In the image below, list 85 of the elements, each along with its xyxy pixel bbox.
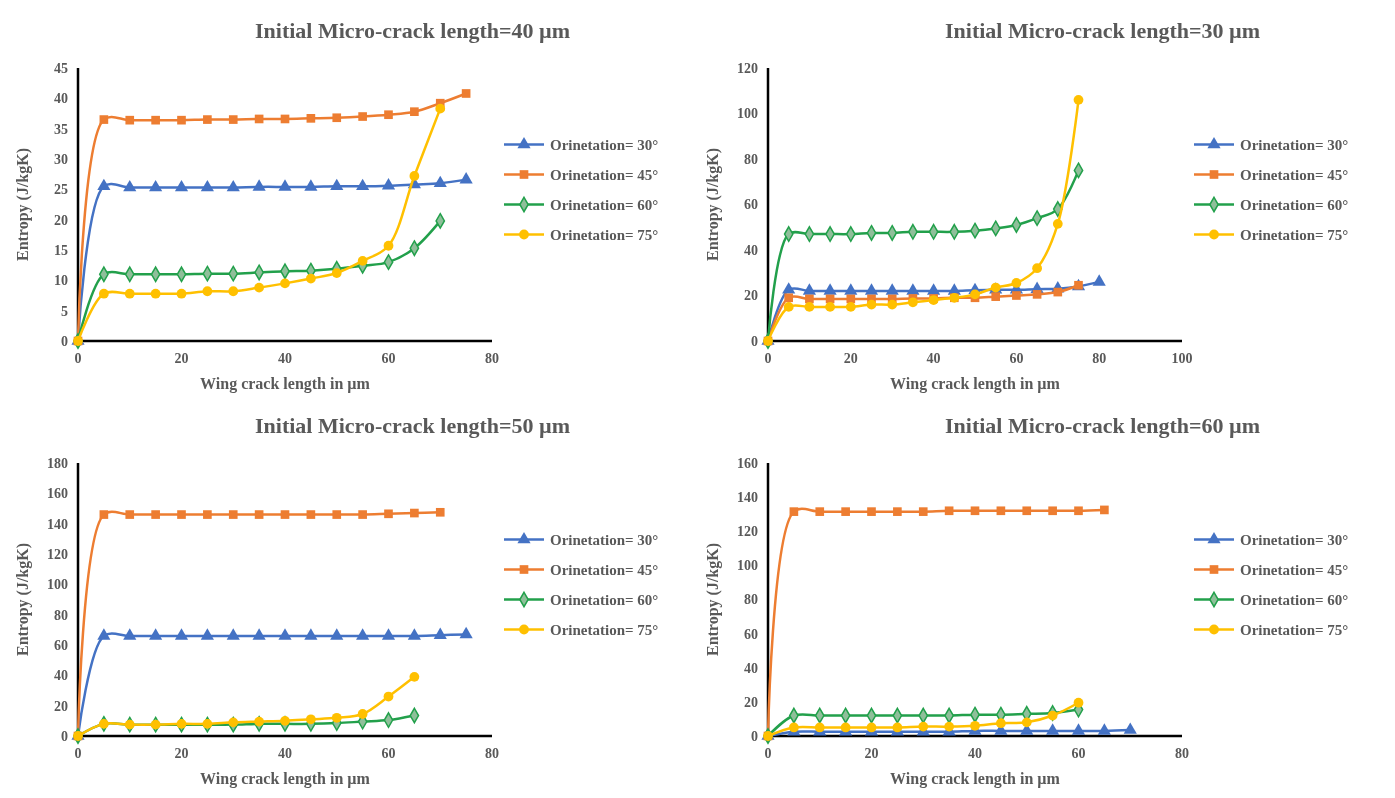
x-tick-label: 20: [864, 746, 879, 761]
chart-title: Initial Micro-crack length=50 µm: [254, 413, 571, 438]
legend-label: Orinetation= 30°: [550, 136, 659, 153]
x-tick-label: 0: [74, 351, 82, 366]
x-tick-label: 80: [485, 351, 499, 366]
y-tick-label: 40: [744, 660, 758, 676]
y-tick-label: 35: [54, 121, 68, 137]
y-tick-label: 5: [61, 303, 68, 319]
y-tick-label: 40: [54, 91, 68, 107]
chart-title: Initial Micro-crack length=40 µm: [254, 18, 571, 43]
y-tick-label: 160: [737, 455, 758, 471]
legend-label: Orinetation= 75°: [1240, 621, 1349, 638]
y-tick-label: 60: [744, 626, 758, 642]
y-tick-label: 80: [744, 151, 758, 167]
y-tick-label: 25: [54, 182, 68, 198]
legend-label: Orinetation= 45°: [550, 166, 659, 183]
y-tick-label: 120: [47, 546, 68, 562]
x-tick-label: 20: [174, 746, 189, 761]
y-tick-label: 120: [737, 524, 758, 540]
y-tick-label: 40: [54, 668, 68, 684]
y-tick-label: 20: [744, 288, 758, 304]
x-tick-label: 40: [278, 746, 292, 761]
legend-label: Orinetation= 45°: [550, 561, 659, 578]
legend-label: Orinetation= 45°: [1240, 166, 1349, 183]
y-tick-label: 80: [54, 607, 68, 623]
legend-label: Orinetation= 30°: [1240, 531, 1349, 548]
x-tick-label: 80: [485, 746, 499, 761]
y-tick-label: 20: [54, 212, 68, 228]
legend-label: Orinetation= 30°: [550, 531, 659, 548]
x-tick-label: 20: [174, 351, 189, 366]
x-tick-label: 40: [278, 351, 292, 366]
y-tick-label: 100: [737, 558, 758, 574]
y-tick-label: 20: [744, 694, 758, 710]
legend-label: Orinetation= 60°: [550, 196, 659, 213]
x-tick-label: 60: [1071, 746, 1086, 761]
y-tick-label: 80: [744, 592, 758, 608]
chart-title: Initial Micro-crack length=30 µm: [944, 18, 1261, 43]
y-tick-label: 100: [737, 106, 758, 122]
y-tick-label: 0: [751, 728, 758, 744]
x-tick-label: 40: [926, 351, 941, 366]
y-tick-label: 120: [737, 60, 758, 76]
y-tick-label: 40: [744, 242, 758, 258]
y-tick-label: 30: [54, 151, 68, 167]
x-tick-label: 60: [381, 746, 396, 761]
x-tick-label: 60: [381, 351, 396, 366]
y-tick-label: 45: [54, 60, 68, 76]
y-axis-title: Entropy (J/kgK): [704, 542, 722, 657]
y-axis-title: Entropy (J/kgK): [14, 147, 32, 262]
x-tick-label: 0: [764, 746, 772, 761]
legend-label: Orinetation= 75°: [550, 621, 659, 638]
x-tick-label: 40: [968, 746, 982, 761]
x-tick-label: 0: [764, 351, 772, 366]
x-tick-label: 20: [843, 351, 858, 366]
legend-label: Orinetation= 75°: [550, 226, 659, 243]
x-axis-title: Wing crack length in µm: [200, 770, 371, 788]
y-tick-label: 180: [47, 455, 68, 471]
x-tick-label: 0: [74, 746, 82, 761]
y-tick-label: 60: [744, 197, 758, 213]
x-axis-title: Wing crack length in µm: [200, 375, 371, 393]
y-tick-label: 160: [47, 486, 68, 502]
y-axis-title: Entropy (J/kgK): [14, 542, 32, 657]
legend-label: Orinetation= 60°: [550, 591, 659, 608]
y-tick-label: 20: [54, 698, 68, 714]
y-tick-label: 0: [61, 333, 68, 349]
x-axis-title: Wing crack length in µm: [890, 770, 1061, 788]
x-tick-label: 60: [1009, 351, 1024, 366]
y-axis-title: Entropy (J/kgK): [704, 147, 722, 262]
y-tick-label: 60: [54, 637, 68, 653]
x-tick-label: 100: [1171, 351, 1193, 366]
chart-title: Initial Micro-crack length=60 µm: [944, 413, 1261, 438]
x-tick-label: 80: [1175, 746, 1189, 761]
y-tick-label: 0: [61, 728, 68, 744]
y-tick-label: 140: [47, 516, 68, 532]
y-tick-label: 0: [751, 333, 758, 349]
legend-label: Orinetation= 45°: [1240, 561, 1349, 578]
legend-label: Orinetation= 75°: [1240, 226, 1349, 243]
legend-label: Orinetation= 60°: [1240, 591, 1349, 608]
legend-label: Orinetation= 60°: [1240, 196, 1349, 213]
y-tick-label: 140: [737, 490, 758, 506]
y-tick-label: 15: [54, 242, 68, 258]
y-tick-label: 100: [47, 577, 68, 593]
x-tick-label: 80: [1092, 351, 1107, 366]
y-tick-label: 10: [54, 273, 68, 289]
x-axis-title: Wing crack length in µm: [890, 375, 1061, 393]
legend-label: Orinetation= 30°: [1240, 136, 1349, 153]
